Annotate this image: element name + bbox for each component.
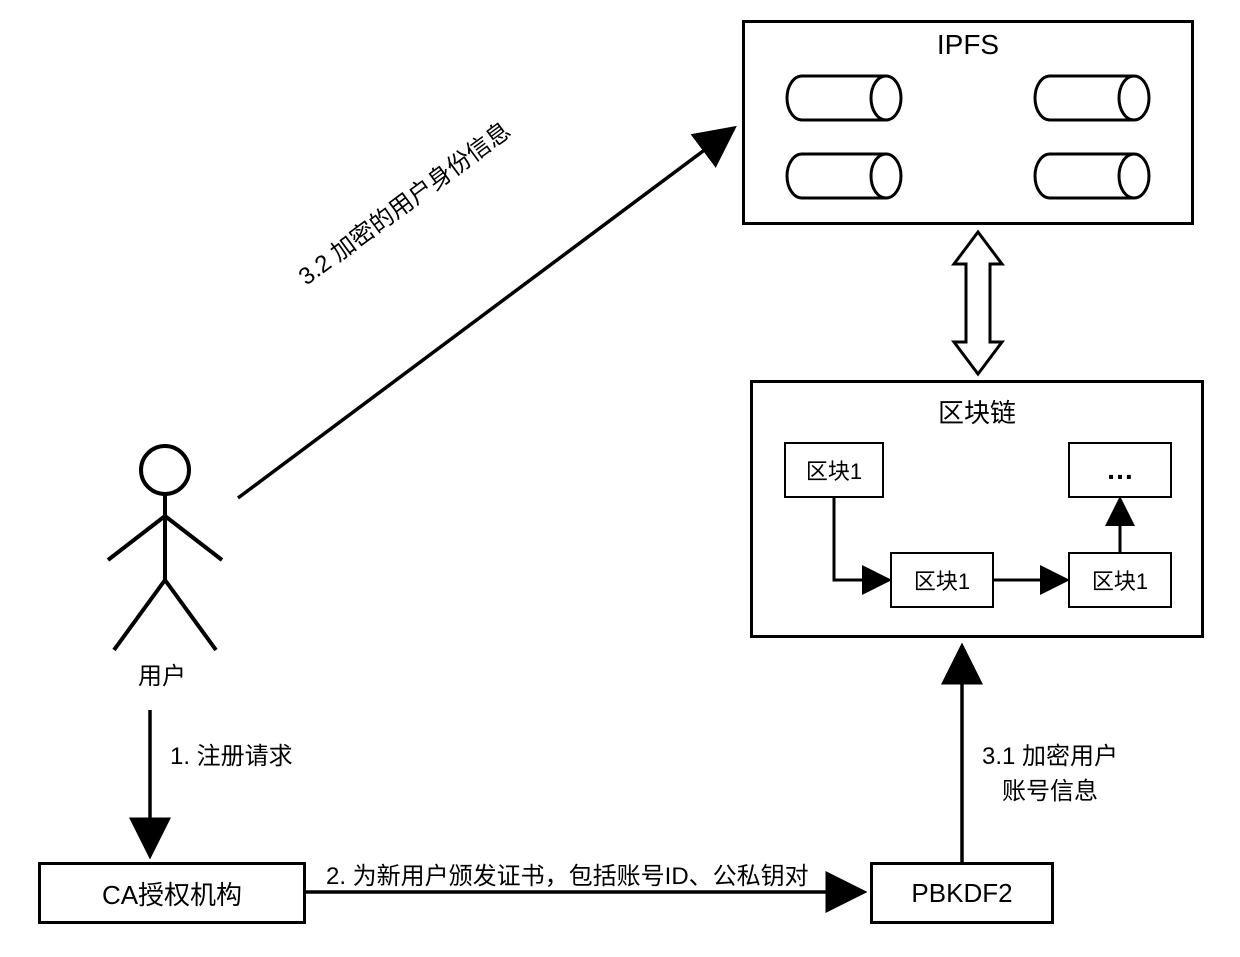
ca-box: CA授权机构 [38,862,306,924]
arrow-encrypt-acct-line2: 账号信息 [982,771,1118,806]
pbkdf2-label: PBKDF2 [911,878,1012,909]
pbkdf2-box: PBKDF2 [870,862,1054,924]
arrow-issue-label: 2. 为新用户颁发证书，包括账号ID、公私钥对 [326,856,809,891]
arrow-encrypt-acct-line1: 3.1 加密用户 [982,736,1118,771]
user-icon [90,440,240,660]
arrow-encrypt-acct-label: 3.1 加密用户 账号信息 [982,736,1118,806]
user-label: 用户 [138,656,186,691]
arrow-register-label: 1. 注册请求 [170,736,293,771]
ca-label: CA授权机构 [102,875,242,912]
